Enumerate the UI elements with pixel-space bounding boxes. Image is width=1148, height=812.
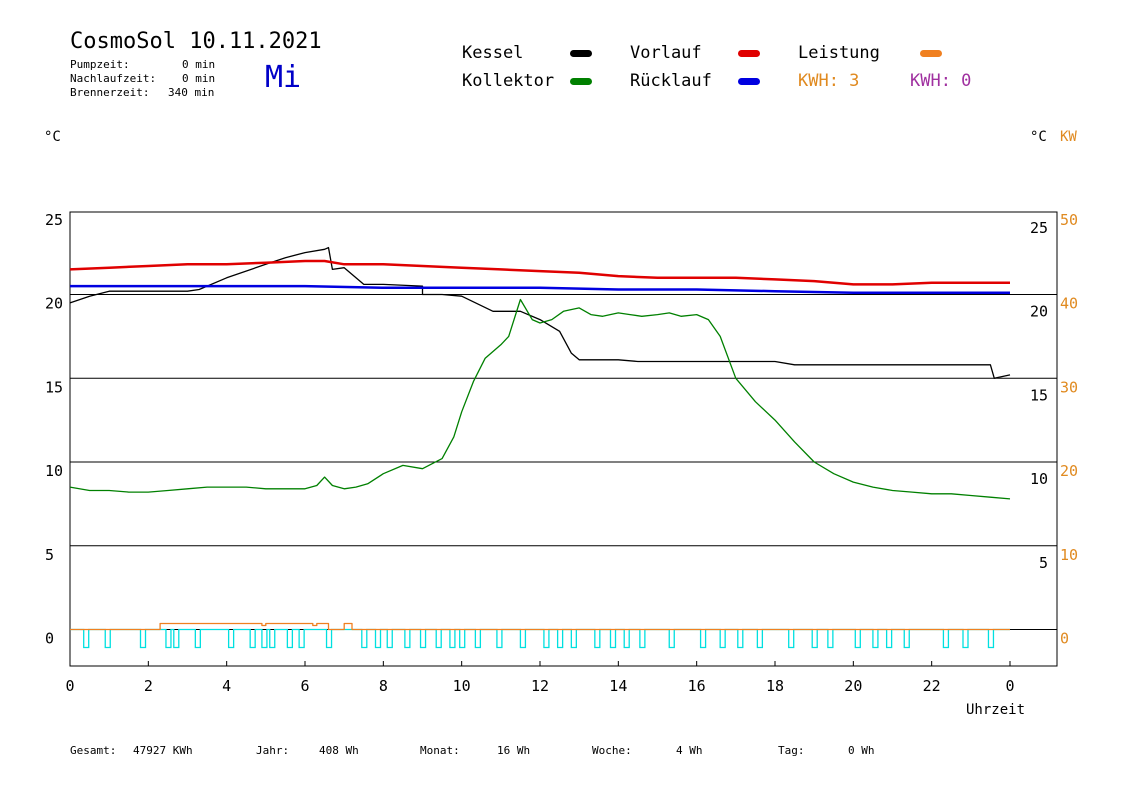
series-line-kollektor [69, 298, 1011, 500]
right-tick-kw-50: 50 [1060, 211, 1078, 229]
legend-ruecklauf-swatch [738, 78, 760, 85]
x-tick-4: 8 [379, 677, 388, 695]
x-tick-9: 18 [766, 677, 784, 695]
stat-nachlaufzeit-label: Nachlaufzeit: [70, 72, 157, 85]
footer-gesamt-value: 47927 KWh [133, 744, 193, 757]
stat-nachlaufzeit-value: 0 min [182, 72, 216, 85]
legend-leistung-label: Leistung [798, 43, 880, 63]
legend-vorlauf-label: Vorlauf [630, 43, 702, 63]
left-tick-10: 10 [45, 462, 63, 480]
x-tick-2: 4 [222, 677, 231, 695]
left-axis-unit: °C [44, 129, 61, 145]
right-tick-kw-10: 10 [1060, 546, 1078, 564]
x-tick-11: 22 [923, 677, 941, 695]
legend-kollektor-swatch [570, 78, 592, 85]
left-tick-0: 0 [45, 630, 54, 648]
footer-woche-value: 4 Wh [676, 744, 703, 757]
stat-brennerzeit-label: Brennerzeit: [70, 86, 150, 99]
footer-tag-label: Tag: [778, 744, 805, 757]
legend-ruecklauf-label: Rücklauf [630, 71, 712, 91]
footer-jahr-label: Jahr: [256, 744, 290, 757]
stat-brennerzeit-value: 340 min [168, 86, 215, 99]
right-tick-c-10: 10 [1030, 470, 1048, 488]
page-title: CosmoSol 10.11.2021 [70, 29, 322, 54]
stat-pumpzeit-label: Pumpzeit: [70, 58, 130, 71]
x-tick-7: 14 [609, 677, 627, 695]
legend-kwh-2: KWH: 0 [910, 71, 972, 91]
legend-leistung-swatch [920, 50, 942, 57]
plot-frame [69, 211, 1058, 667]
right-tick-c-25: 25 [1030, 219, 1048, 237]
series-line-vorlauf [69, 259, 1010, 286]
right-tick-kw-30: 30 [1060, 378, 1078, 396]
left-tick-25: 25 [45, 211, 63, 229]
footer-woche-label: Woche: [592, 744, 632, 757]
legend-kessel-swatch [570, 50, 592, 57]
legend-kwh-1: KWH: 3 [798, 71, 860, 91]
right-tick-kw-20: 20 [1060, 462, 1078, 480]
x-tick-8: 16 [688, 677, 706, 695]
right-tick-c-20: 20 [1030, 303, 1048, 321]
right-axis-unit-kw: KW [1060, 129, 1077, 145]
left-tick-15: 15 [45, 378, 63, 396]
x-axis-label: Uhrzeit [966, 702, 1026, 718]
x-tick-0: 0 [65, 677, 74, 695]
pump-signal-line [70, 628, 1010, 649]
weekday-label: Mi [265, 60, 302, 95]
footer-tag-value: 0 Wh [848, 744, 875, 757]
right-tick-c-5: 5 [1039, 554, 1048, 572]
footer-gesamt-label: Gesamt: [70, 744, 117, 757]
footer-monat-value: 16 Wh [497, 744, 531, 757]
x-tick-12: 0 [1005, 677, 1014, 695]
x-tick-10: 20 [844, 677, 862, 695]
series-line-ruecklauf [70, 284, 1010, 295]
x-tick-5: 10 [453, 677, 471, 695]
x-tick-1: 2 [144, 677, 153, 695]
right-tick-kw-40: 40 [1060, 295, 1078, 313]
series-line-leistung [70, 622, 1010, 631]
footer-monat-label: Monat: [420, 744, 460, 757]
legend-kollektor-label: Kollektor [462, 71, 555, 91]
right-axis-unit: °C [1030, 129, 1047, 145]
x-tick-6: 12 [531, 677, 549, 695]
legend-kessel-label: Kessel [462, 43, 524, 63]
series-line-kessel [69, 246, 1011, 379]
right-tick-kw-0: 0 [1060, 630, 1069, 648]
x-tick-3: 6 [300, 677, 309, 695]
left-tick-5: 5 [45, 546, 54, 564]
right-tick-c-15: 15 [1030, 386, 1048, 404]
left-tick-20: 20 [45, 295, 63, 313]
footer-jahr-value: 408 Wh [319, 744, 359, 757]
legend-vorlauf-swatch [738, 50, 760, 57]
stat-pumpzeit-value: 0 min [182, 58, 216, 71]
